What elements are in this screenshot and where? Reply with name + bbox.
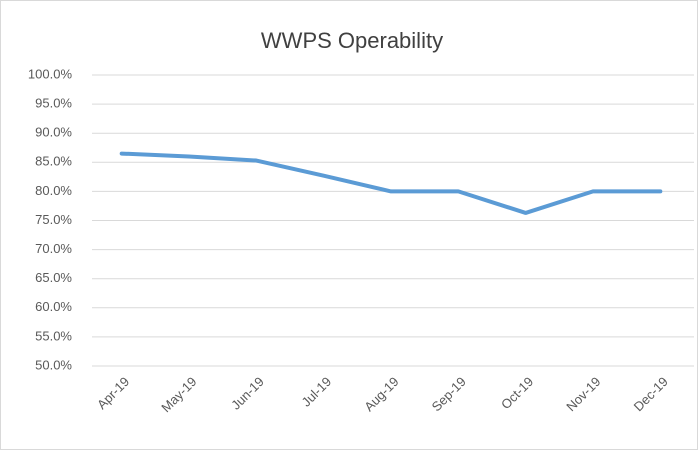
y-tick-label: 70.0% [35, 241, 72, 256]
y-tick-label: 65.0% [35, 270, 72, 285]
y-tick-label: 60.0% [35, 299, 72, 314]
y-tick-label: 80.0% [35, 183, 72, 198]
y-tick-label: 50.0% [35, 357, 72, 372]
data-line [119, 151, 663, 215]
y-tick-label: 95.0% [35, 96, 72, 111]
y-tick-label: 75.0% [35, 212, 72, 227]
y-tick-label: 100.0% [28, 66, 73, 81]
chart-title: WWPS Operability [261, 28, 443, 53]
y-tick-label: 55.0% [35, 328, 72, 343]
y-tick-label: 85.0% [35, 154, 72, 169]
y-tick-label: 90.0% [35, 125, 72, 140]
